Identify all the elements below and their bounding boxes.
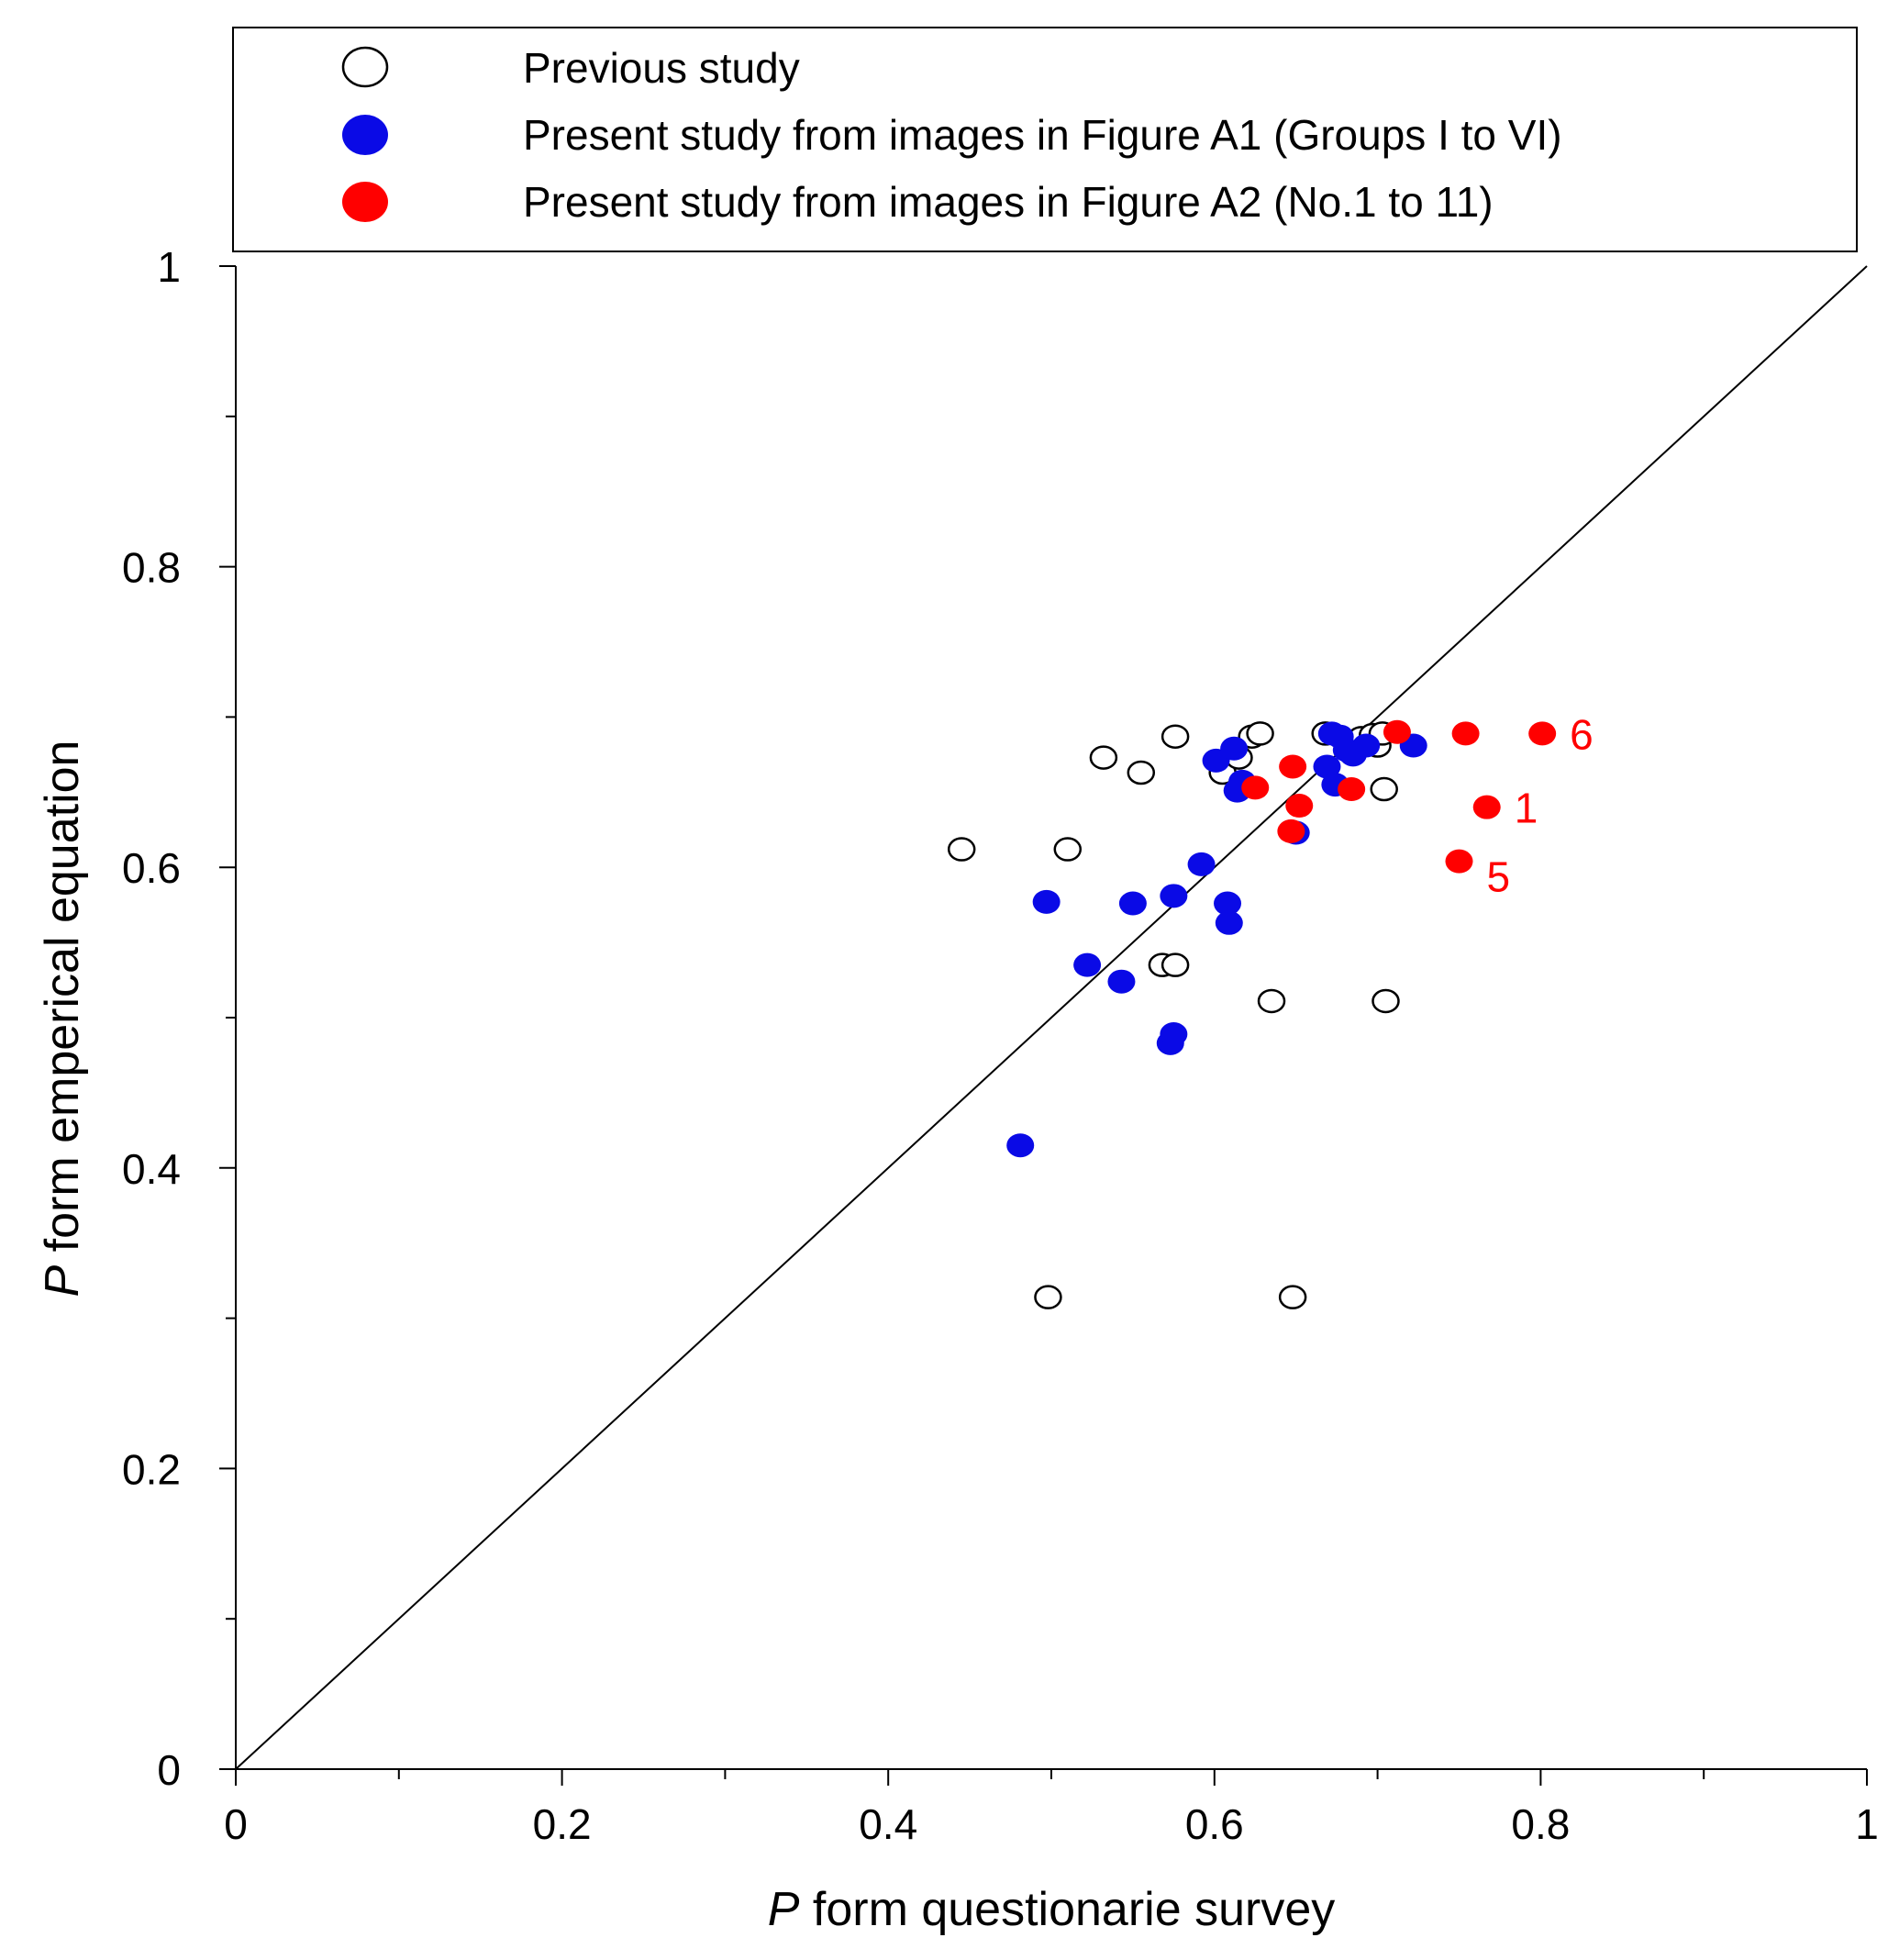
x-tick-label: 0.6 <box>1185 1800 1244 1848</box>
data-point-open <box>1257 988 1286 1014</box>
y-axis-ticks: 0 0.2 0.4 0.6 0.8 1 <box>122 243 236 1794</box>
y-tick-label: 0.2 <box>122 1445 181 1493</box>
data-point-filled <box>1285 794 1314 819</box>
data-point-open <box>1246 721 1274 746</box>
legend-entry-figure-a1: Present study from images in Figure A1 (… <box>342 111 1562 159</box>
y-tick-label: 0 <box>157 1746 181 1794</box>
point-annotations: 615 <box>1487 710 1594 900</box>
series-figure-a2 <box>1241 719 1557 874</box>
legend: Previous study Present study from images… <box>232 27 1858 252</box>
data-point-filled <box>1445 849 1473 874</box>
x-axis-title: P form questionarie survey <box>768 1883 1336 1936</box>
data-point-filled <box>1214 891 1242 916</box>
point-label-5: 5 <box>1487 853 1511 901</box>
data-point-filled <box>1187 852 1216 876</box>
data-point-filled <box>1006 1133 1035 1158</box>
data-point-filled <box>1220 736 1249 761</box>
data-point-filled <box>1383 719 1411 744</box>
y-tick-label: 0.4 <box>122 1145 181 1193</box>
data-point-filled <box>1032 889 1061 914</box>
x-tick-label: 1 <box>1855 1800 1879 1848</box>
data-point-filled <box>1277 819 1305 843</box>
x-tick-label: 0.8 <box>1511 1800 1570 1848</box>
data-point-filled <box>1160 884 1188 908</box>
legend-label-figure-a1: Present study from images in Figure A1 (… <box>523 111 1562 159</box>
y-axis-title: P form emperical equation <box>36 741 89 1297</box>
series-figure-a1 <box>1006 721 1427 1158</box>
data-point-filled <box>1472 795 1501 819</box>
data-point-filled <box>1352 733 1381 758</box>
x-tick-label: 0.4 <box>859 1800 917 1848</box>
data-point-open <box>1053 837 1083 862</box>
data-point-filled <box>1528 721 1557 746</box>
legend-entry-previous-study: Previous study <box>341 44 800 92</box>
data-points <box>947 719 1557 1309</box>
x-tick-label: 0.2 <box>533 1800 592 1848</box>
data-point-open <box>1278 1285 1307 1309</box>
point-label-1: 1 <box>1515 785 1538 832</box>
data-point-open <box>1160 952 1190 977</box>
data-point-filled <box>1118 891 1147 916</box>
data-point-filled <box>1338 777 1366 802</box>
y-tick-label: 0.6 <box>122 844 181 892</box>
reference-line-y-equals-x <box>235 265 1868 1770</box>
x-tick-label: 0 <box>224 1800 248 1848</box>
x-axis-ticks: 0 0.2 0.4 0.6 0.8 1 <box>224 1769 1879 1848</box>
point-label-6: 6 <box>1570 710 1594 758</box>
legend-entry-figure-a2: Present study from images in Figure A2 (… <box>342 178 1494 226</box>
data-point-open <box>1127 760 1156 785</box>
data-point-open <box>1160 724 1190 749</box>
legend-marker-open-circle <box>341 46 389 88</box>
y-tick-label: 1 <box>157 243 181 291</box>
data-point-open <box>1089 745 1118 770</box>
legend-frame <box>232 27 1858 252</box>
data-point-open <box>1372 988 1400 1014</box>
data-point-open <box>1370 776 1398 802</box>
data-point-filled <box>1215 910 1243 935</box>
data-point-open <box>1034 1285 1062 1309</box>
legend-label-figure-a2: Present study from images in Figure A2 (… <box>523 178 1494 226</box>
data-point-filled <box>1241 775 1270 800</box>
data-point-filled <box>1313 754 1341 779</box>
data-point-open <box>947 837 976 862</box>
axes: 0 0.2 0.4 0.6 0.8 1 0 0.2 0.4 0.6 0.8 1 <box>122 243 1879 1848</box>
data-point-filled <box>1073 952 1102 977</box>
legend-marker-red-circle <box>342 182 388 222</box>
legend-label-previous-study: Previous study <box>523 44 800 92</box>
data-point-filled <box>1451 721 1480 746</box>
data-point-filled <box>1107 969 1136 994</box>
data-point-filled <box>1160 1022 1188 1047</box>
series-previous-study <box>947 721 1400 1309</box>
y-tick-label: 0.8 <box>122 544 181 592</box>
data-point-filled <box>1279 754 1307 779</box>
legend-marker-blue-circle <box>342 115 388 155</box>
